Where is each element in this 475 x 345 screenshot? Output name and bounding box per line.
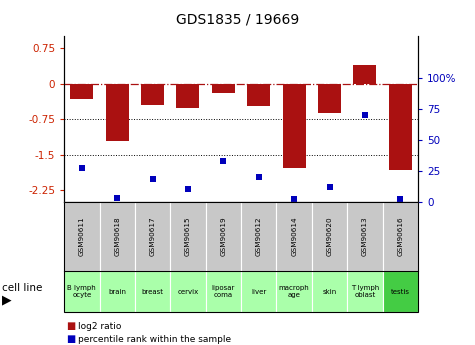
Text: percentile rank within the sample: percentile rank within the sample [78, 335, 231, 344]
Text: B lymph
ocyte: B lymph ocyte [67, 285, 96, 298]
Text: ■: ■ [66, 321, 76, 331]
Bar [353, 65, 376, 83]
Text: cervix: cervix [177, 288, 199, 295]
Bar [247, 83, 270, 106]
Text: GSM90614: GSM90614 [291, 217, 297, 256]
Text: ▶: ▶ [2, 294, 12, 307]
Text: GDS1835 / 19669: GDS1835 / 19669 [176, 12, 299, 26]
Bar [70, 83, 93, 99]
Text: T lymph
oblast: T lymph oblast [351, 285, 379, 298]
Text: GSM90617: GSM90617 [150, 217, 156, 256]
Text: brain: brain [108, 288, 126, 295]
Text: breast: breast [142, 288, 163, 295]
Bar [212, 83, 235, 93]
Text: testis: testis [391, 288, 410, 295]
Text: GSM90619: GSM90619 [220, 217, 227, 256]
Text: GSM90613: GSM90613 [362, 217, 368, 256]
Text: GSM90611: GSM90611 [79, 217, 85, 256]
Text: skin: skin [323, 288, 337, 295]
Bar [177, 83, 199, 108]
Text: ■: ■ [66, 334, 76, 344]
Text: cell line: cell line [2, 283, 43, 293]
Bar [106, 83, 129, 141]
Text: GSM90618: GSM90618 [114, 217, 120, 256]
Bar [141, 83, 164, 105]
Text: GSM90615: GSM90615 [185, 217, 191, 256]
Text: log2 ratio: log2 ratio [78, 322, 122, 331]
Text: GSM90612: GSM90612 [256, 217, 262, 256]
Text: liposar
coma: liposar coma [212, 285, 235, 298]
Text: GSM90620: GSM90620 [326, 217, 332, 256]
Bar [389, 83, 412, 170]
Text: liver: liver [251, 288, 266, 295]
Bar [283, 83, 305, 168]
Text: GSM90616: GSM90616 [397, 217, 403, 256]
Bar [318, 83, 341, 113]
Text: macroph
age: macroph age [279, 285, 310, 298]
